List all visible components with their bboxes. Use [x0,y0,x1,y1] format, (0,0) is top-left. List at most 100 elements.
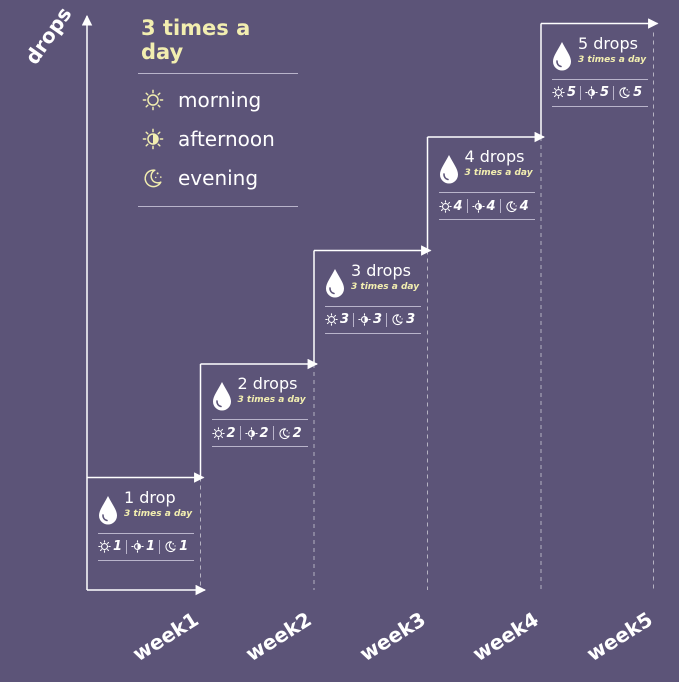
dose-card-header: 5 drops 3 times a day [552,33,648,71]
legend-label: morning [178,87,262,112]
sun-icon [211,426,225,440]
dose-frequency: 3 times a day [351,281,420,292]
sun-icon [98,540,111,553]
morning-dose: 5 [567,85,577,100]
legend-item-afternoon: afternoon [138,119,298,158]
half-sun-icon [142,128,164,149]
dose-card-text: 3 drops 3 times a day [351,260,420,292]
dose-frequency: 3 times a day [464,168,533,178]
dose-divider [211,419,308,420]
dose-frequency: 3 times a day [124,508,193,519]
dose-card-text: 2 drops 3 times a day [237,374,306,406]
sun-icon [438,199,452,213]
dose-separator [353,312,355,327]
half-sun-icon [244,426,258,440]
drop-icon [553,41,571,70]
afternoon-dose: 4 [486,198,496,214]
dose-separator [580,85,582,100]
dose-schedule: 3 3 3 [325,311,421,329]
dose-divider [325,332,421,334]
half-sun-icon [585,86,598,99]
dose-card-header: 3 drops 3 times a day [325,260,421,298]
moon-stars-icon [619,87,630,99]
legend-label: evening [178,165,259,190]
dose-card: 3 drops 3 times a day 3 3 3 [325,260,421,334]
morning-dose: 1 [113,539,123,554]
morning-dose: 2 [226,425,236,441]
dose-divider [438,219,535,220]
dose-card-header: 1 drop 3 times a day [98,487,194,525]
dose-card-text: 5 drops 3 times a day [578,33,647,65]
dose-divider [552,105,648,107]
dose-divider [211,446,308,447]
dose-amount: 4 drops [464,147,525,166]
dose-card-header: 4 drops 3 times a day [439,148,535,184]
afternoon-dose: 3 [373,312,383,327]
moon-stars-icon [278,427,290,439]
legend-item-evening: evening [138,158,298,197]
moon-stars-icon [165,541,176,553]
dose-amount: 2 drops [237,374,298,393]
drop-icon [212,382,231,411]
dose-separator [499,199,501,213]
half-sun-icon [131,540,144,553]
dose-divider [325,305,421,307]
dose-frequency: 3 times a day [578,54,647,65]
drop-icon [99,495,117,524]
evening-dose: 5 [633,85,643,100]
dose-card-text: 1 drop 3 times a day [124,487,193,519]
moon-stars-icon [144,168,162,187]
afternoon-dose: 1 [146,539,156,554]
dose-card: 4 drops 3 times a day 4 4 4 [438,148,535,220]
dose-separator [613,85,615,100]
afternoon-dose: 5 [600,85,610,100]
legend-item-morning: morning [138,80,298,119]
half-sun-icon [358,313,371,326]
dose-schedule: 1 1 1 [98,538,194,556]
sun-icon [552,86,565,99]
half-sun-icon [471,199,485,213]
drop-icon [439,155,458,184]
dose-divider [552,78,648,80]
evening-dose: 1 [179,539,189,554]
legend-title: 3 times a day [141,16,251,64]
drop-icon [326,268,344,297]
dose-divider [98,532,194,534]
dose-separator [386,312,388,327]
legend: 3 times a day morning [138,12,298,213]
dose-frequency: 3 times a day [237,395,306,405]
evening-dose: 3 [406,312,416,327]
dose-card-header: 2 drops 3 times a day [212,375,308,411]
dose-card: 1 drop 3 times a day 1 1 1 [98,487,194,561]
afternoon-dose: 2 [259,425,269,441]
dose-schedule: 4 4 4 [438,197,535,215]
evening-dose: 2 [292,425,302,441]
dose-card: 5 drops 3 times a day 5 5 5 [552,33,648,107]
dose-separator [126,539,128,554]
dose-schedule: 2 2 2 [211,424,308,442]
sun-icon [325,313,338,326]
dose-amount: 5 drops [578,33,638,53]
dose-separator [159,539,161,554]
legend-label: afternoon [178,126,275,151]
dose-divider [98,559,194,561]
dose-amount: 1 drop [124,487,176,507]
dose-divider [438,192,535,193]
evening-dose: 4 [519,198,529,214]
dose-separator [272,426,274,440]
legend-divider [138,73,298,74]
legend-divider [138,206,298,207]
dose-card: 2 drops 3 times a day 2 2 2 [211,375,308,447]
morning-dose: 3 [340,312,350,327]
morning-dose: 4 [453,198,463,214]
dose-schedule: 5 5 5 [552,84,648,102]
dose-amount: 3 drops [351,260,411,280]
moon-stars-icon [505,200,517,212]
sun-icon [142,89,164,110]
dose-separator [239,426,241,440]
dose-card-text: 4 drops 3 times a day [464,147,533,179]
dose-separator [466,199,468,213]
moon-stars-icon [392,314,403,326]
